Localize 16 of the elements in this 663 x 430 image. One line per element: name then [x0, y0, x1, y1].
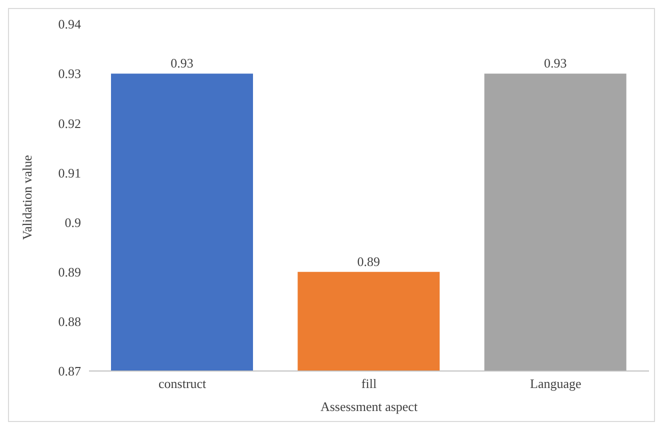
- y-tick-label: 0.93: [58, 66, 81, 82]
- x-tick-label: Language: [530, 376, 582, 392]
- x-tick-label: construct: [158, 376, 207, 392]
- y-tick-label: 0.9: [64, 214, 81, 230]
- data-label: 0.93: [170, 56, 194, 71]
- y-tick-label: 0.87: [58, 364, 82, 379]
- y-tick-label: 0.94: [58, 16, 82, 32]
- data-label: 0.89: [357, 254, 380, 269]
- y-axis-title: Validation value: [20, 154, 35, 240]
- x-tick-label: fill: [361, 376, 377, 392]
- y-tick-label: 0.88: [58, 314, 81, 330]
- y-tick-label: 0.92: [58, 116, 81, 131]
- y-tick-label: 0.89: [58, 264, 81, 280]
- x-axis-title: Assessment aspect: [320, 399, 418, 414]
- data-label: 0.93: [544, 56, 567, 71]
- y-tick-label: 0.91: [58, 165, 81, 180]
